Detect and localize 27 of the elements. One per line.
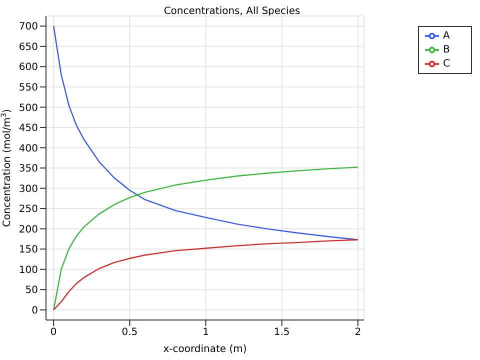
y-tick-label: 600 [18,62,38,74]
y-tick-label: 500 [18,102,38,114]
y-tick-label: 100 [18,264,38,276]
x-tick-label: 0.5 [122,327,138,338]
x-axis-title: x-coordinate (m) [163,344,247,355]
y-tick-label: 350 [18,164,38,175]
y-tick-label: 300 [18,184,38,195]
y-tick-label: 650 [18,42,38,53]
y-tick-label: 450 [18,123,38,134]
y-tick-label: 150 [18,244,38,256]
legend-label: A [443,30,450,42]
line-series [53,239,359,310]
y-tick-label: 0 [32,305,38,316]
legend-label: C [443,58,450,70]
y-tick-label: 400 [18,143,38,154]
y-tick-label: 550 [18,82,38,94]
y-tick-label: 200 [18,224,38,236]
x-tick-label: 1 [202,327,209,338]
y-tick-label: 50 [25,285,38,296]
chart-title: Concentrations, All Species [162,6,302,17]
y-tick-label: 250 [18,204,38,216]
x-tick-label: 0 [50,327,57,338]
line-series [53,166,359,310]
x-tick-label: 1.5 [274,327,290,338]
x-tick-label: 2 [354,327,362,338]
legend-label: B [443,44,450,56]
y-tick-label: 700 [18,22,38,33]
